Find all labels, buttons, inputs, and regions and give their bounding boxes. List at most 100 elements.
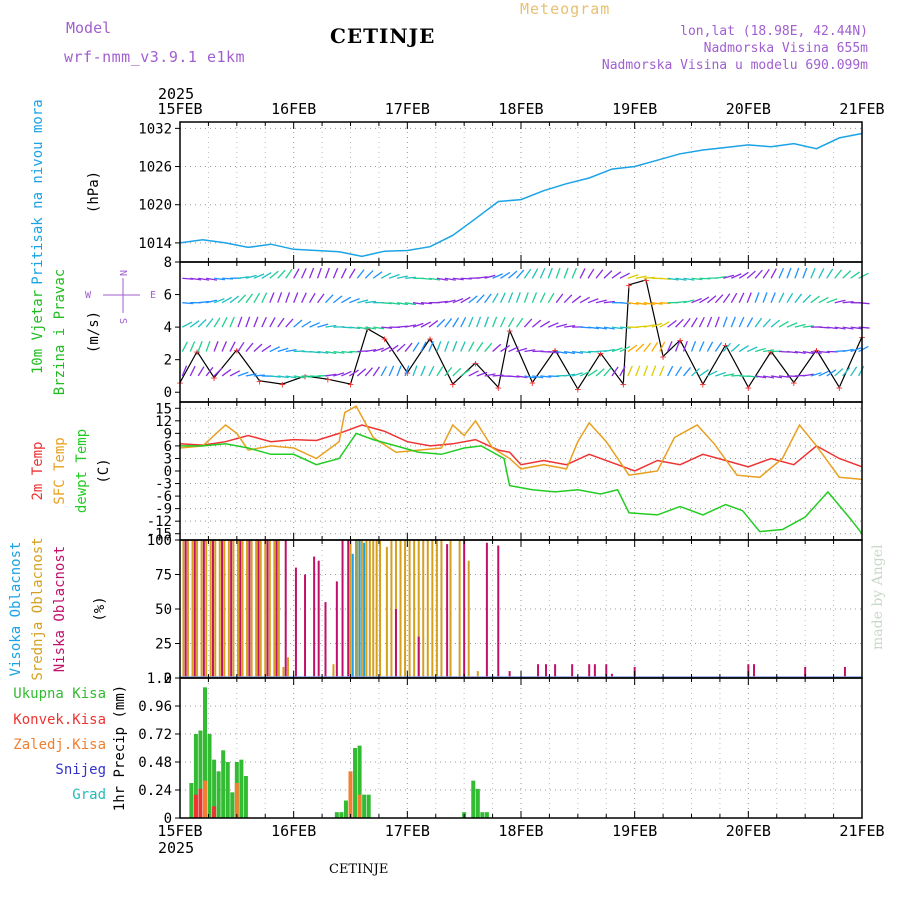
cloud-bar bbox=[467, 560, 470, 678]
wind-barb bbox=[308, 267, 315, 279]
wind-barb bbox=[253, 273, 265, 279]
wind-barb bbox=[492, 273, 503, 279]
wind-speed-marker: + bbox=[381, 333, 388, 346]
wind-barb bbox=[858, 326, 870, 329]
y-tick-label: 1.2 bbox=[147, 671, 172, 687]
wind-barb bbox=[420, 321, 431, 328]
wind-speed-marker: + bbox=[626, 279, 633, 292]
precip-bar bbox=[212, 806, 217, 818]
wind-barb bbox=[444, 277, 456, 281]
wind-barb bbox=[651, 341, 659, 352]
temp-unit: (C) bbox=[96, 458, 112, 483]
wind-barb bbox=[778, 320, 789, 328]
wind-barb bbox=[810, 350, 822, 354]
y-tick-label: 4 bbox=[164, 320, 172, 336]
wind-barb bbox=[428, 277, 440, 281]
x-tick-label-bottom: 16FEB bbox=[271, 822, 316, 840]
precip-bar bbox=[343, 800, 348, 818]
cloud-bar bbox=[264, 540, 267, 678]
wind-barb bbox=[762, 292, 768, 303]
wind-speed-marker: + bbox=[472, 357, 479, 370]
wind-barb bbox=[261, 344, 272, 353]
cloud-bar bbox=[200, 540, 203, 678]
cloud-high-title: Visoka Oblacnost bbox=[8, 542, 24, 677]
precip-bar bbox=[480, 812, 485, 818]
wind-barb bbox=[285, 268, 293, 279]
cloud-bar bbox=[230, 540, 233, 678]
wind-barb bbox=[762, 268, 770, 279]
cloud-bar bbox=[273, 540, 276, 678]
wind-barb bbox=[372, 366, 380, 377]
wind-barb bbox=[420, 277, 432, 280]
cloud-bar bbox=[294, 567, 297, 678]
y-tick-label: -15 bbox=[147, 527, 172, 543]
cloud-bar bbox=[266, 540, 269, 678]
cloud-bar bbox=[508, 671, 511, 678]
wind-barb bbox=[738, 271, 749, 279]
precip-bar bbox=[230, 792, 235, 818]
wind-barb bbox=[850, 326, 862, 330]
wind-barb bbox=[436, 341, 442, 352]
wind-barb bbox=[229, 341, 236, 352]
wind-barb bbox=[699, 369, 709, 377]
wind-speed-marker: + bbox=[256, 375, 263, 388]
wind-barb bbox=[643, 324, 655, 328]
wind-barb bbox=[826, 298, 838, 304]
wind-speed-marker: + bbox=[449, 378, 456, 391]
wind-barb bbox=[627, 344, 638, 353]
wind-barb bbox=[325, 350, 337, 355]
wind-barb bbox=[723, 373, 735, 377]
cloud-bar bbox=[286, 657, 289, 678]
wind-barb bbox=[690, 317, 698, 328]
cloud-bar bbox=[202, 540, 205, 678]
wind-barb bbox=[778, 292, 785, 303]
wind-barb bbox=[659, 321, 670, 328]
wind-barb bbox=[627, 274, 639, 279]
x-tick-label-bottom: 15FEB bbox=[157, 822, 202, 840]
wind-barb bbox=[285, 292, 291, 303]
wind-barb bbox=[770, 375, 783, 379]
wind-barb bbox=[691, 367, 700, 377]
wind-barb bbox=[293, 268, 300, 279]
wind-barb bbox=[253, 343, 263, 353]
cloud-bar bbox=[250, 540, 253, 678]
precip-legend-item: Snijeg bbox=[55, 762, 106, 778]
cloud-bar bbox=[446, 544, 449, 678]
precip-legend-item: Ukupna Kisa bbox=[13, 686, 106, 702]
wind-barb bbox=[826, 369, 837, 377]
sfc-temp-title: SFC Temp bbox=[52, 437, 68, 504]
wind-barb bbox=[690, 341, 697, 352]
wind-barb bbox=[555, 267, 561, 279]
wind-barb bbox=[746, 346, 758, 353]
cloud-bar bbox=[394, 609, 397, 678]
wind-barb bbox=[834, 368, 844, 377]
wind-barb bbox=[468, 316, 474, 328]
y-tick-label: 25 bbox=[155, 637, 172, 653]
cloud-unit: (%) bbox=[92, 596, 108, 621]
wind-barb bbox=[436, 277, 448, 281]
wind-barb bbox=[762, 375, 775, 379]
sfc-temp-line bbox=[179, 405, 863, 481]
precip-bar bbox=[239, 759, 244, 818]
wind-barb bbox=[229, 295, 240, 304]
wind-barb bbox=[373, 347, 384, 353]
wind-speed-marker: + bbox=[324, 373, 331, 386]
wind-barb bbox=[476, 371, 488, 377]
wind-barb bbox=[508, 375, 520, 378]
wind-barb bbox=[651, 322, 663, 328]
wind-barb bbox=[237, 276, 249, 279]
wind-barb bbox=[515, 292, 521, 303]
wind-barb bbox=[500, 344, 511, 353]
cloud-bar bbox=[431, 540, 434, 678]
wind-barb bbox=[285, 318, 294, 328]
temp2m-line bbox=[179, 424, 863, 472]
wind-barb bbox=[723, 274, 735, 279]
wind-barb bbox=[181, 341, 188, 352]
pressure-title: Pritisak na nivou mora bbox=[30, 99, 46, 284]
cloud-bar bbox=[246, 540, 249, 678]
cloud-bar bbox=[259, 540, 262, 678]
wind-barb bbox=[675, 366, 683, 377]
y-tick-label: 0 bbox=[164, 464, 172, 480]
wind-speed-marker: + bbox=[722, 339, 729, 352]
wind-barb bbox=[484, 274, 496, 279]
